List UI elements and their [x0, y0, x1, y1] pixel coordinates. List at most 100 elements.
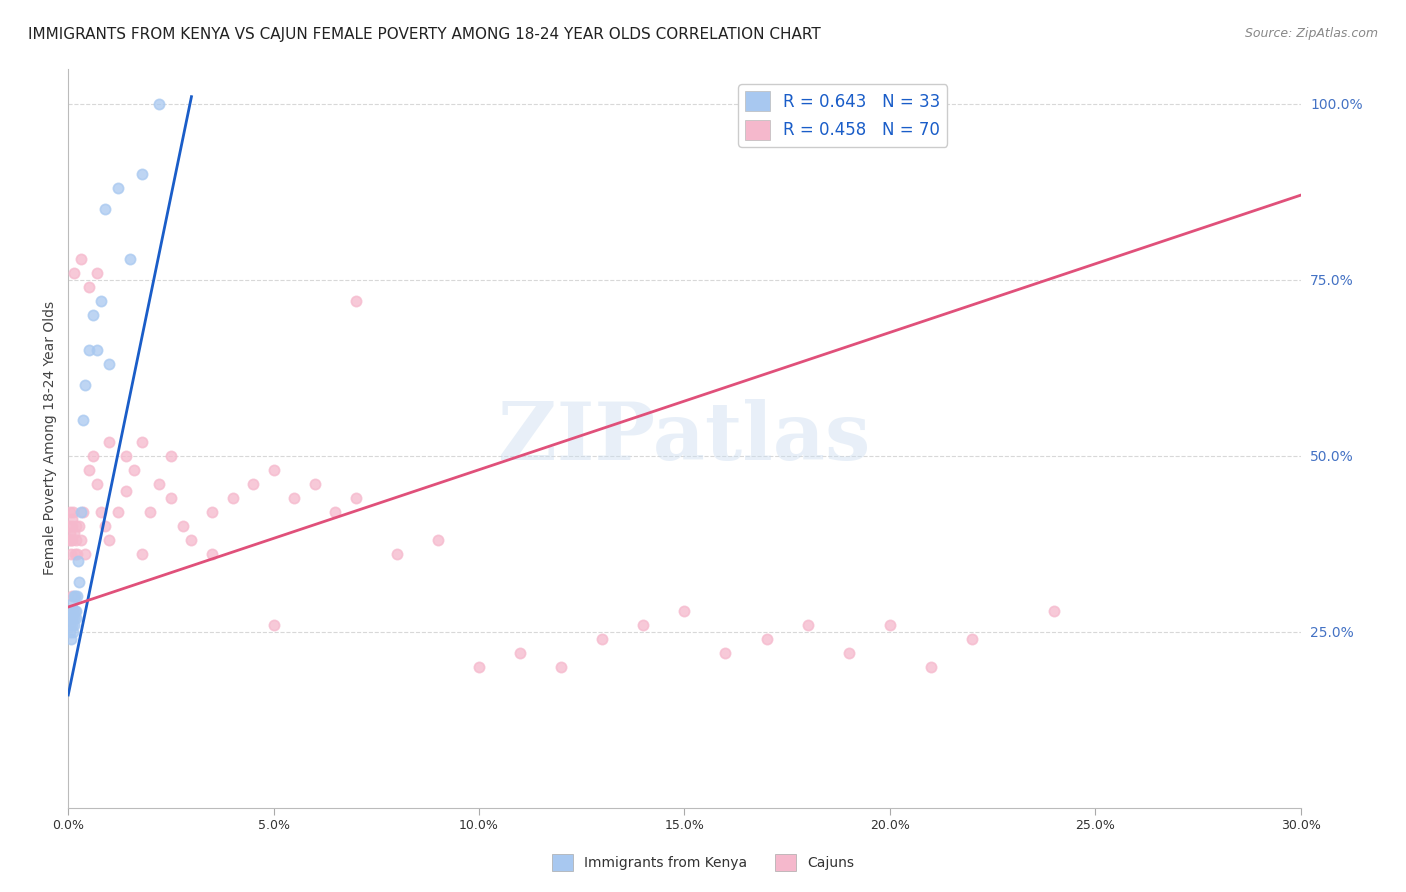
Point — [755, 632, 778, 646]
Point — [86, 476, 108, 491]
Point — [60, 590, 83, 604]
Point — [59, 526, 82, 541]
Point — [59, 617, 82, 632]
Point — [63, 617, 86, 632]
Point — [509, 646, 531, 660]
Point — [344, 491, 367, 505]
Point — [796, 617, 818, 632]
Point — [122, 463, 145, 477]
Point — [90, 505, 112, 519]
Point — [77, 343, 100, 357]
Point — [58, 610, 80, 624]
Point — [263, 463, 285, 477]
Point — [98, 434, 121, 449]
Point — [118, 252, 141, 266]
Point — [69, 533, 91, 548]
Point — [73, 547, 96, 561]
Point — [59, 603, 82, 617]
Point — [65, 610, 87, 624]
Point — [263, 617, 285, 632]
Point — [304, 476, 326, 491]
Point — [94, 519, 117, 533]
Point — [879, 617, 901, 632]
Point — [201, 547, 224, 561]
Point — [72, 505, 94, 519]
Point — [62, 624, 84, 639]
Point — [323, 505, 346, 519]
Point — [63, 266, 86, 280]
Point — [131, 167, 153, 181]
Point — [60, 533, 83, 548]
Point — [67, 575, 90, 590]
Point — [98, 533, 121, 548]
Point — [633, 617, 655, 632]
Point — [63, 610, 86, 624]
Point — [72, 413, 94, 427]
Point — [114, 449, 136, 463]
Point — [201, 505, 224, 519]
Point — [107, 505, 129, 519]
Point — [65, 533, 87, 548]
Point — [69, 252, 91, 266]
Point — [65, 519, 87, 533]
Point — [160, 491, 183, 505]
Point — [714, 646, 737, 660]
Point — [98, 357, 121, 371]
Point — [73, 378, 96, 392]
Point — [591, 632, 613, 646]
Point — [180, 533, 202, 548]
Point — [139, 505, 162, 519]
Point — [94, 202, 117, 217]
Point — [385, 547, 408, 561]
Point — [67, 554, 90, 568]
Point — [62, 603, 84, 617]
Point — [242, 476, 264, 491]
Point — [59, 505, 82, 519]
Legend: Immigrants from Kenya, Cajuns: Immigrants from Kenya, Cajuns — [547, 848, 859, 876]
Point — [60, 597, 83, 611]
Point — [550, 660, 572, 674]
Point — [60, 632, 83, 646]
Point — [1043, 603, 1066, 617]
Point — [60, 512, 83, 526]
Point — [172, 519, 194, 533]
Point — [63, 590, 86, 604]
Point — [107, 181, 129, 195]
Point — [69, 505, 91, 519]
Point — [90, 293, 112, 308]
Point — [86, 266, 108, 280]
Point — [148, 476, 170, 491]
Point — [960, 632, 983, 646]
Point — [283, 491, 305, 505]
Point — [65, 603, 87, 617]
Point — [82, 308, 104, 322]
Y-axis label: Female Poverty Among 18-24 Year Olds: Female Poverty Among 18-24 Year Olds — [44, 301, 58, 575]
Text: ZIPatlas: ZIPatlas — [498, 399, 870, 477]
Text: IMMIGRANTS FROM KENYA VS CAJUN FEMALE POVERTY AMONG 18-24 YEAR OLDS CORRELATION : IMMIGRANTS FROM KENYA VS CAJUN FEMALE PO… — [28, 27, 821, 42]
Point — [62, 590, 84, 604]
Point — [63, 547, 86, 561]
Point — [63, 603, 86, 617]
Point — [673, 603, 696, 617]
Point — [60, 610, 83, 624]
Text: Source: ZipAtlas.com: Source: ZipAtlas.com — [1244, 27, 1378, 40]
Legend: R = 0.643   N = 33, R = 0.458   N = 70: R = 0.643 N = 33, R = 0.458 N = 70 — [738, 84, 948, 146]
Point — [66, 547, 89, 561]
Point — [82, 449, 104, 463]
Point — [59, 533, 82, 548]
Point — [114, 483, 136, 498]
Point — [58, 519, 80, 533]
Point — [838, 646, 860, 660]
Point — [131, 547, 153, 561]
Point — [344, 293, 367, 308]
Point — [77, 463, 100, 477]
Point — [148, 96, 170, 111]
Point — [60, 519, 83, 533]
Point — [221, 491, 243, 505]
Point — [160, 449, 183, 463]
Point — [58, 533, 80, 548]
Point — [86, 343, 108, 357]
Point — [66, 590, 89, 604]
Point — [426, 533, 449, 548]
Point — [60, 617, 83, 632]
